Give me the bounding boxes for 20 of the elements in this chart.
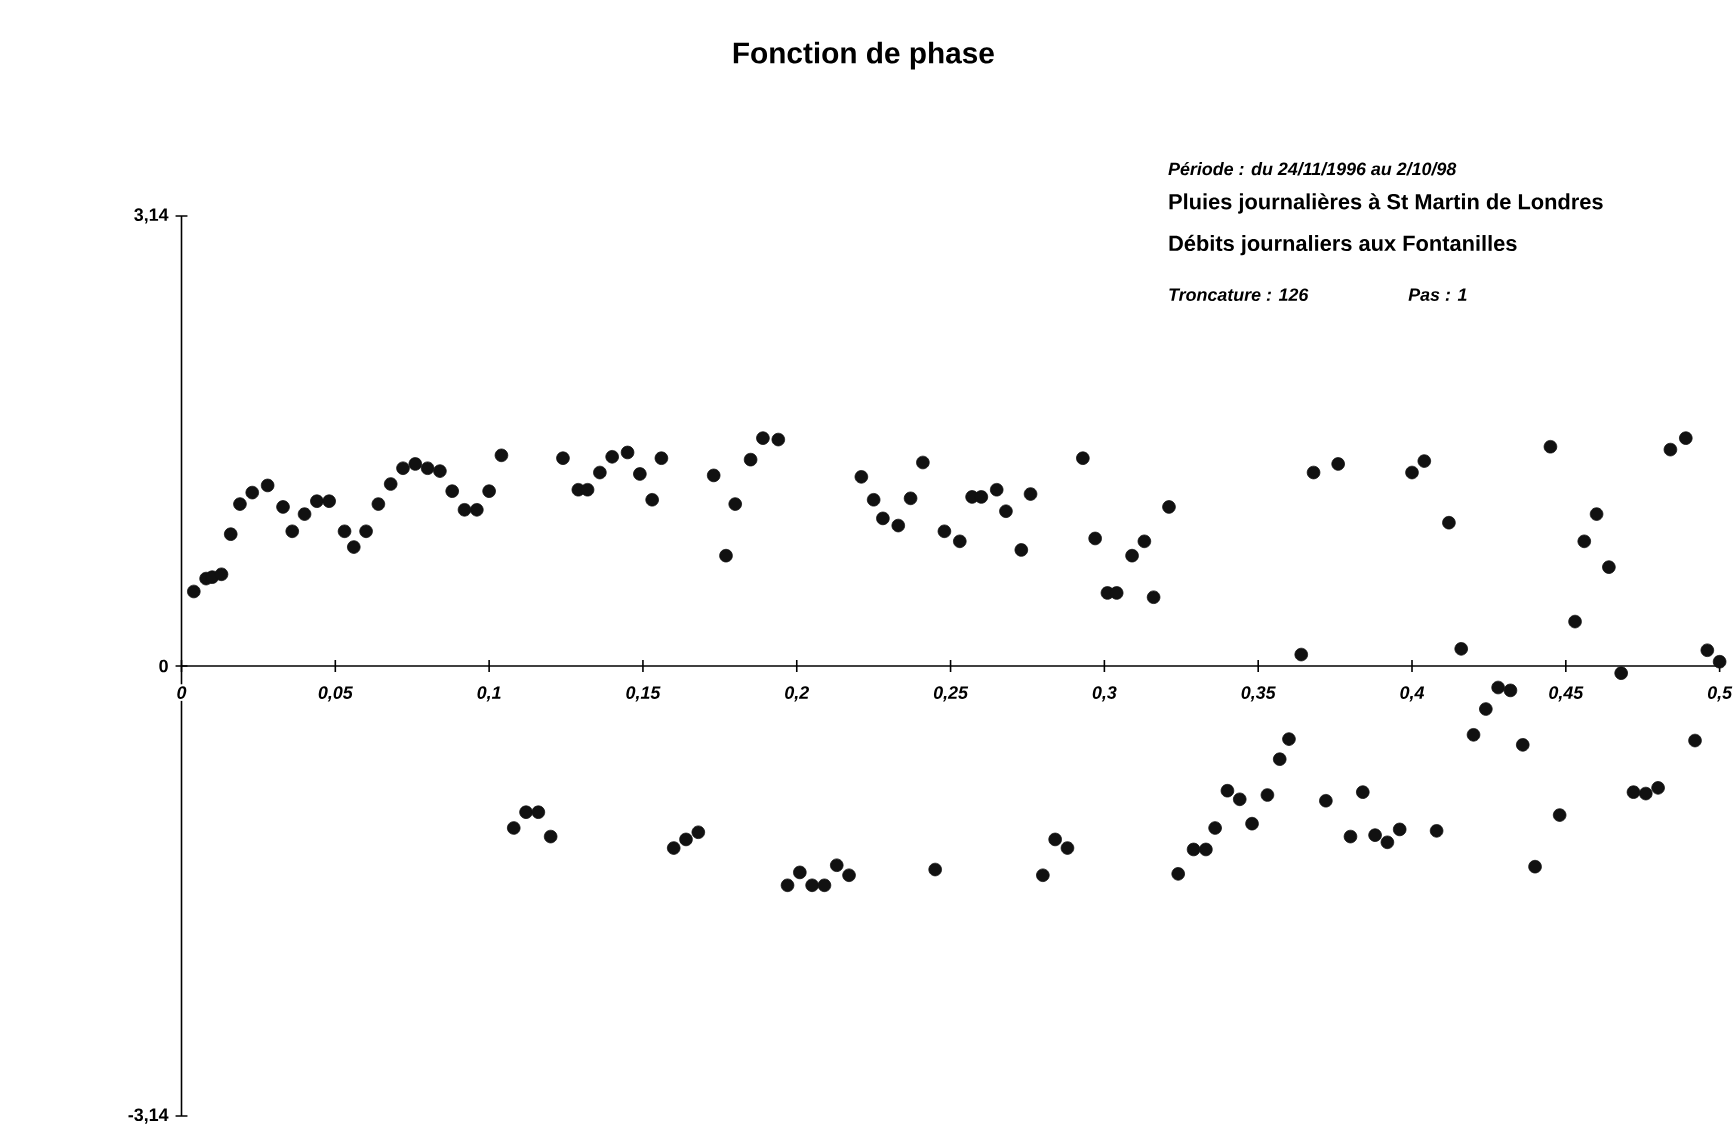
- x-tick-label: 0,5: [1707, 686, 1733, 702]
- x-tick-label: 0,2: [785, 686, 809, 702]
- x-tick-label: 0: [177, 686, 187, 699]
- x-tick-label: 0,1: [477, 686, 501, 702]
- chart-title: Fonction de phase: [733, 41, 994, 70]
- y-tick-label: 0: [159, 659, 168, 673]
- y-tick-label: 3,14: [134, 208, 169, 224]
- annotation: Pas : 1: [1408, 288, 1467, 301]
- annotation: Troncature : 126: [1169, 288, 1309, 301]
- text: Période : du 24/11/1996 au 2/10/98: [1168, 161, 1457, 176]
- annotation: Débits journaliers aux Fontanilles: [1169, 234, 1517, 256]
- x-tick-label: 0,15: [626, 686, 661, 702]
- text: Pluies journalières à St Martin de Londres: [1169, 193, 1603, 214]
- x-tick-label: 0,05: [318, 686, 353, 702]
- y-tick-label: -3,14: [128, 1108, 169, 1124]
- x-tick-label: 0,4: [1400, 686, 1425, 702]
- x-tick-label: 0,25: [933, 686, 969, 702]
- x-tick-label: 0,45: [1549, 686, 1584, 702]
- x-tick-label: 0,35: [1241, 686, 1276, 702]
- x-tick-label: 0,3: [1092, 686, 1117, 702]
